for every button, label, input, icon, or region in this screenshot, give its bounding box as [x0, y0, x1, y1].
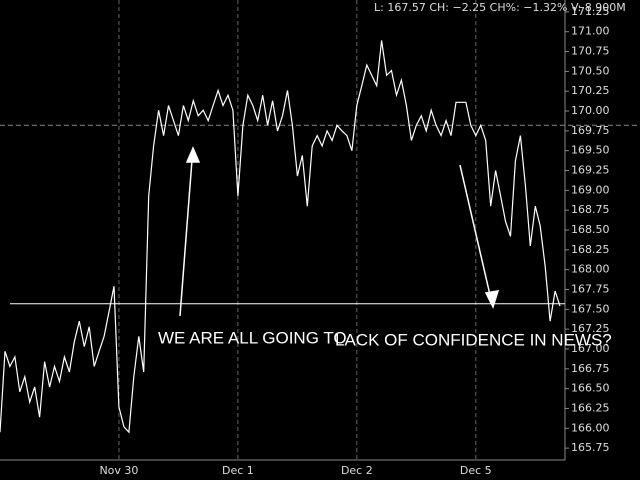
y-tick-label: 169.75	[571, 124, 610, 137]
annotation: LACK OF CONFIDENCE IN NEWS?	[335, 330, 612, 349]
arrows	[179, 146, 500, 317]
y-tick-label: 167.50	[571, 302, 610, 315]
x-tick-label: Nov 30	[99, 464, 138, 477]
y-tick-label: 169.00	[571, 183, 610, 196]
y-tick-label: 169.25	[571, 164, 610, 177]
arrow	[179, 159, 193, 317]
x-tick-label: Dec 1	[222, 464, 254, 477]
arrow-head	[185, 146, 201, 163]
y-tick-label: 170.25	[571, 84, 610, 97]
arrow-head	[484, 290, 500, 309]
y-tick-label: 166.75	[571, 362, 610, 375]
y-tick-label: 169.50	[571, 144, 610, 157]
y-tick-label: 167.00	[571, 342, 610, 355]
y-tick-label: 166.00	[571, 421, 610, 434]
x-tick-label: Dec 5	[460, 464, 492, 477]
y-tick-label: 170.00	[571, 104, 610, 117]
header-stats: L: 167.57 CH: −2.25 CH%: −1.32% V: 8.900…	[374, 1, 626, 14]
y-tick-label: 170.50	[571, 64, 610, 77]
y-tick-label: 171.25	[571, 5, 610, 18]
y-tick-label: 170.75	[571, 45, 610, 58]
y-tick-label: 168.00	[571, 263, 610, 276]
y-tick-label: 168.50	[571, 223, 610, 236]
y-tick-label: 168.25	[571, 243, 610, 256]
annotation: WE ARE ALL GOING TO	[158, 328, 347, 347]
y-tick-label: 166.50	[571, 382, 610, 395]
arrow	[459, 164, 491, 296]
y-tick-label: 171.00	[571, 25, 610, 38]
y-tick-label: 167.25	[571, 322, 610, 335]
y-tick-label: 166.25	[571, 401, 610, 414]
y-tick-label: 167.75	[571, 282, 610, 295]
price-line	[0, 40, 561, 434]
y-tick-label: 168.75	[571, 203, 610, 216]
y-tick-label: 165.75	[571, 441, 610, 454]
x-tick-label: Dec 2	[341, 464, 373, 477]
